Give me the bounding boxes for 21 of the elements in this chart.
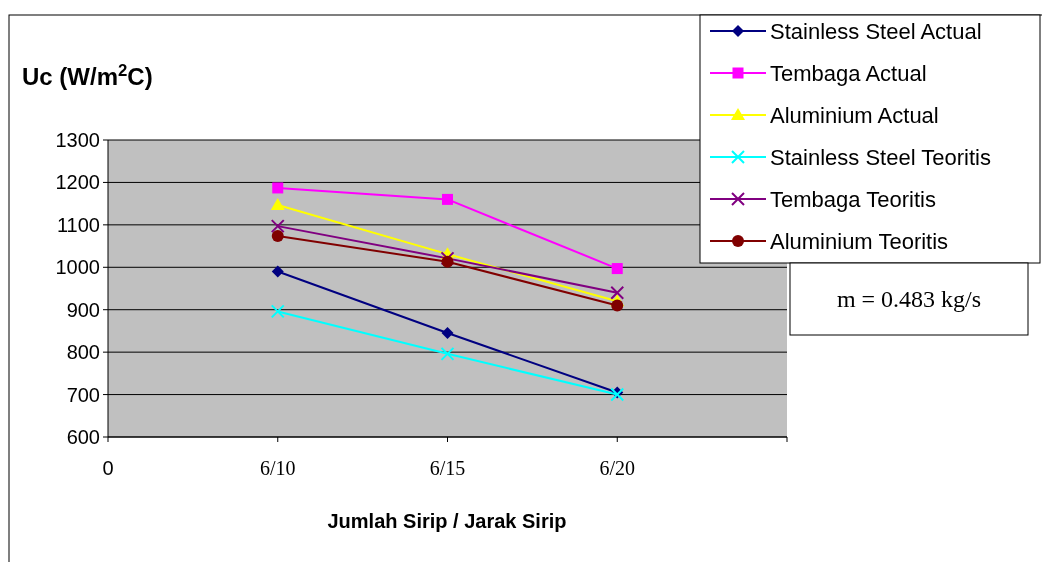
legend-label: Stainless Steel Teoritis <box>770 144 991 170</box>
x-tick-label: 6/15 <box>429 457 466 479</box>
y-tick-label: 900 <box>66 298 100 321</box>
x-tick-label: 6/20 <box>599 457 636 479</box>
y-tick-label: 700 <box>66 383 100 406</box>
x-axis-title: Jumlah Sirip / Jarak Sirip <box>327 510 567 532</box>
legend-label: Aluminium Actual <box>770 102 939 128</box>
y-axis-title: Uc (W/m$^{2}$C) <box>22 60 153 90</box>
legend-label: Tembaga Actual <box>770 60 927 86</box>
legend-label: Stainless Steel Actual <box>770 18 982 44</box>
legend-label: Tembaga Teoritis <box>770 186 936 212</box>
legend-label: Aluminium Teoritis <box>770 228 949 254</box>
text: m = 0.483 kg/s <box>836 286 982 313</box>
x-tick-label: 0 <box>102 457 114 479</box>
x-tick-label: 6/10 <box>259 457 296 479</box>
y-tick-label: 1300 <box>55 129 100 151</box>
y-tick-label: 1000 <box>55 256 100 279</box>
y-tick-label: 800 <box>66 341 100 364</box>
y-tick-label: 1100 <box>56 213 100 236</box>
y-tick-label: 600 <box>66 426 100 448</box>
y-tick-label: 1200 <box>55 171 100 194</box>
